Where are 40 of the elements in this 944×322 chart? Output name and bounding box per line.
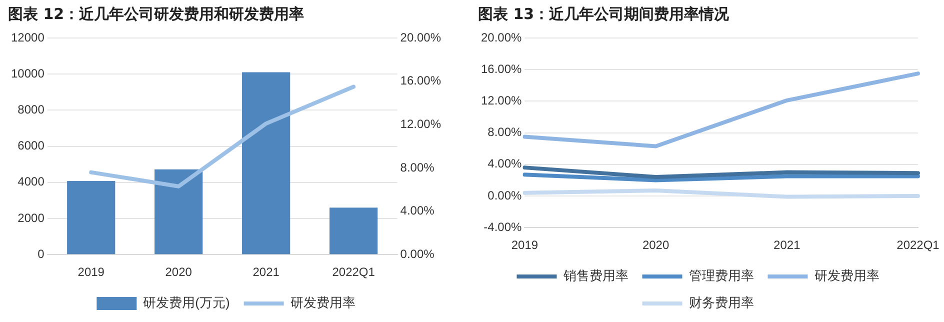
y-tick-label: 4000 xyxy=(18,174,45,189)
bar xyxy=(154,169,203,254)
y-tick-label: 4.00% xyxy=(488,156,522,171)
legend-label: 研发费用率 xyxy=(290,295,356,310)
y-tick-label: 0 xyxy=(38,246,45,261)
y-tick-label: 2000 xyxy=(18,210,45,225)
x-tick-label: 2020 xyxy=(642,238,670,252)
chart-title: 图表 12：近几年公司研发费用和研发费用率 xyxy=(8,4,304,23)
x-tick-label: 2022Q1 xyxy=(896,238,940,252)
legend-label: 研发费用率 xyxy=(814,268,880,284)
y2-tick-label: 0.00% xyxy=(400,246,435,261)
y2-tick-label: 4.00% xyxy=(400,204,435,218)
y-tick-label: 6000 xyxy=(18,138,45,153)
chart-title: 图表 13：近几年公司期间费用率情况 xyxy=(478,4,730,23)
y2-tick-label: 12.00% xyxy=(400,116,442,131)
bar xyxy=(67,180,116,254)
x-tick-label: 2019 xyxy=(78,265,105,280)
y-tick-label: 16.00% xyxy=(480,62,522,76)
legend-label: 管理费用率 xyxy=(688,268,754,284)
y-tick-label: 20.00% xyxy=(480,30,522,44)
x-tick-label: 2019 xyxy=(511,238,538,252)
y-tick-label: 12000 xyxy=(10,30,45,44)
y2-tick-label: 8.00% xyxy=(400,160,435,174)
legend-label: 财务费用率 xyxy=(688,295,754,310)
x-tick-label: 2021 xyxy=(252,265,280,280)
y-tick-label: 8000 xyxy=(18,102,45,117)
y-tick-label: -4.00% xyxy=(484,220,522,234)
bar xyxy=(330,208,378,254)
legend-label: 销售费用率 xyxy=(562,268,628,284)
y-tick-label: 12.00% xyxy=(480,94,522,108)
x-tick-label: 2022Q1 xyxy=(332,265,376,280)
y2-tick-label: 20.00% xyxy=(400,30,442,44)
bar xyxy=(242,72,290,254)
y-tick-label: 10000 xyxy=(10,66,45,80)
x-tick-label: 2021 xyxy=(774,238,801,252)
y-tick-label: 8.00% xyxy=(488,125,522,140)
y2-tick-label: 16.00% xyxy=(400,74,442,88)
y-tick-label: 0.00% xyxy=(488,188,522,202)
x-tick-label: 2020 xyxy=(165,265,192,280)
legend-label: 研发费用(万元) xyxy=(143,295,230,310)
